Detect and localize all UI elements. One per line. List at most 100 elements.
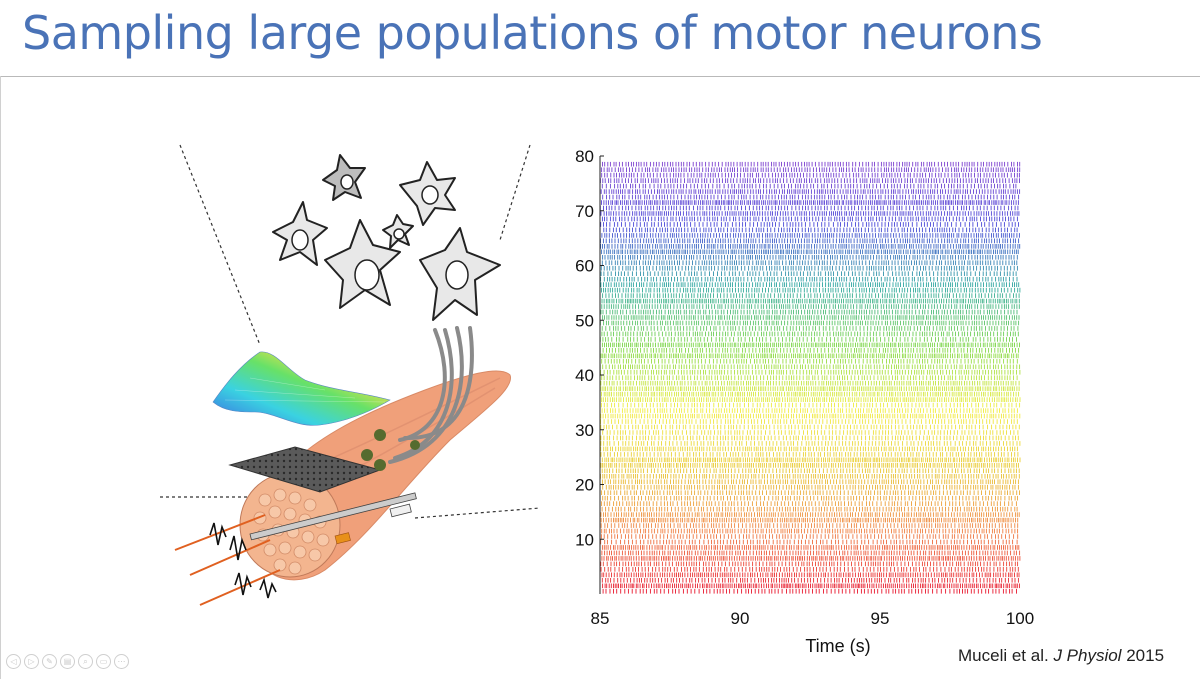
more-icon[interactable]: ⋯	[114, 654, 129, 669]
motor-unit-row	[602, 255, 1018, 260]
slide-edge	[0, 76, 1, 679]
motor-unit-row	[601, 304, 1020, 309]
raster-axes: 10 20 30 40 50 60 70 80 85 90 95 100	[575, 147, 1034, 628]
motor-unit-row	[601, 216, 1018, 222]
y-tick-label: 30	[575, 421, 594, 440]
pen-icon[interactable]: ✎	[42, 654, 57, 669]
motor-unit-row	[600, 567, 1019, 572]
motor-unit-row	[601, 506, 1018, 512]
motor-unit-row	[599, 320, 1020, 326]
motor-unit-row	[600, 424, 1020, 430]
motor-unit-row	[600, 369, 1021, 375]
motor-unit-row	[599, 364, 1021, 370]
slideshow-controls: ◁ ▷ ✎ ▤ ⌕ ▭ ⋯	[6, 654, 129, 669]
y-tick-label: 50	[575, 311, 594, 330]
motor-unit-row	[600, 561, 1019, 567]
motor-unit-row	[601, 183, 1017, 189]
x-tick-label: 85	[591, 609, 610, 628]
prev-icon[interactable]: ◁	[6, 654, 21, 669]
motor-unit-row	[599, 205, 1019, 211]
y-tick-label: 70	[575, 202, 594, 221]
motor-unit-row	[600, 523, 1019, 528]
motor-unit-row	[602, 583, 1020, 589]
motor-unit-row	[600, 474, 1020, 479]
motor-unit-row	[600, 534, 1019, 539]
endplate-icon	[374, 429, 386, 441]
motor-unit-row	[601, 457, 1021, 463]
motor-unit-row	[599, 233, 1020, 238]
motor-unit-row	[601, 167, 1021, 172]
motor-unit-row	[601, 298, 1020, 304]
y-tick-label: 40	[575, 366, 594, 385]
motor-unit-row	[600, 402, 1021, 408]
motor-unit-row	[599, 572, 1020, 578]
motor-unit-row	[599, 178, 1020, 183]
motor-unit-row	[600, 441, 1021, 446]
x-tick-label: 90	[731, 609, 750, 628]
projection-line-left	[179, 144, 261, 346]
motor-unit-row	[600, 353, 1019, 359]
citation: Muceli et al. J Physiol 2015	[958, 646, 1164, 666]
motor-unit-row	[601, 550, 1021, 556]
motor-unit-row	[600, 211, 1020, 216]
motor-unit-row	[601, 479, 1019, 485]
motor-unit-row	[600, 282, 1020, 287]
projection-line-right	[499, 144, 531, 241]
x-tick-label: 100	[1006, 609, 1034, 628]
motor-unit-row	[600, 222, 1019, 227]
motor-unit-row	[600, 452, 1019, 457]
x-tick-label: 95	[871, 609, 890, 628]
y-tick-label: 60	[575, 257, 594, 276]
projection-line-bottom-right	[414, 507, 541, 519]
motor-unit-row	[600, 446, 1018, 452]
motor-unit-row	[600, 512, 1020, 517]
motor-neuron-illustration	[160, 144, 541, 606]
motor-unit-row	[601, 397, 1021, 402]
motor-unit-row	[601, 391, 1020, 397]
motor-unit-row	[599, 337, 1017, 342]
motor-unit-row	[601, 468, 1020, 474]
motor-unit-row	[600, 189, 1021, 194]
motor-unit-row	[602, 430, 1019, 435]
motor-unit-row	[602, 293, 1020, 298]
screen-icon[interactable]: ▭	[96, 654, 111, 669]
motor-unit-row	[601, 501, 1017, 506]
citation-journal: J Physiol	[1053, 646, 1122, 665]
motor-unit-row	[600, 413, 1021, 419]
y-tick-label: 10	[575, 530, 594, 549]
slides-icon[interactable]: ▤	[60, 654, 75, 669]
motor-unit-row	[601, 359, 1018, 364]
motor-unit-row	[601, 408, 1018, 413]
citation-authors: Muceli et al.	[958, 646, 1049, 665]
motor-unit-row	[599, 386, 1020, 391]
motor-unit-row	[600, 276, 1018, 282]
motor-unit-row	[602, 194, 1020, 200]
motor-unit-row	[602, 495, 1018, 501]
motor-unit-row	[602, 315, 1020, 320]
motor-unit-row	[601, 326, 1019, 331]
y-tick-label: 20	[575, 476, 594, 495]
motor-unit-row	[601, 545, 1020, 550]
needle-electrode-icon	[249, 492, 417, 541]
title-divider	[0, 76, 1200, 77]
spike-raster	[599, 161, 1021, 594]
motor-unit-row	[600, 271, 1017, 276]
motor-unit-row	[600, 539, 1018, 545]
motor-unit-row	[601, 578, 1019, 583]
motor-unit-row	[601, 342, 1020, 348]
next-icon[interactable]: ▷	[24, 654, 39, 669]
motor-unit-row	[600, 244, 1021, 249]
motor-unit-row	[600, 238, 1020, 244]
motor-unit-row	[599, 249, 1019, 255]
motor-unit-row	[601, 331, 1019, 337]
motor-unit-row	[600, 419, 1018, 424]
motor-unit-row	[600, 463, 1019, 468]
zoom-icon[interactable]: ⌕	[78, 654, 93, 669]
motor-unit-row	[601, 556, 1021, 561]
motor-unit-row	[600, 435, 1019, 441]
motor-unit-row	[601, 172, 1020, 178]
motor-unit-row	[599, 588, 1017, 594]
x-axis-label: Time (s)	[805, 636, 870, 656]
citation-year: 2015	[1126, 646, 1165, 665]
